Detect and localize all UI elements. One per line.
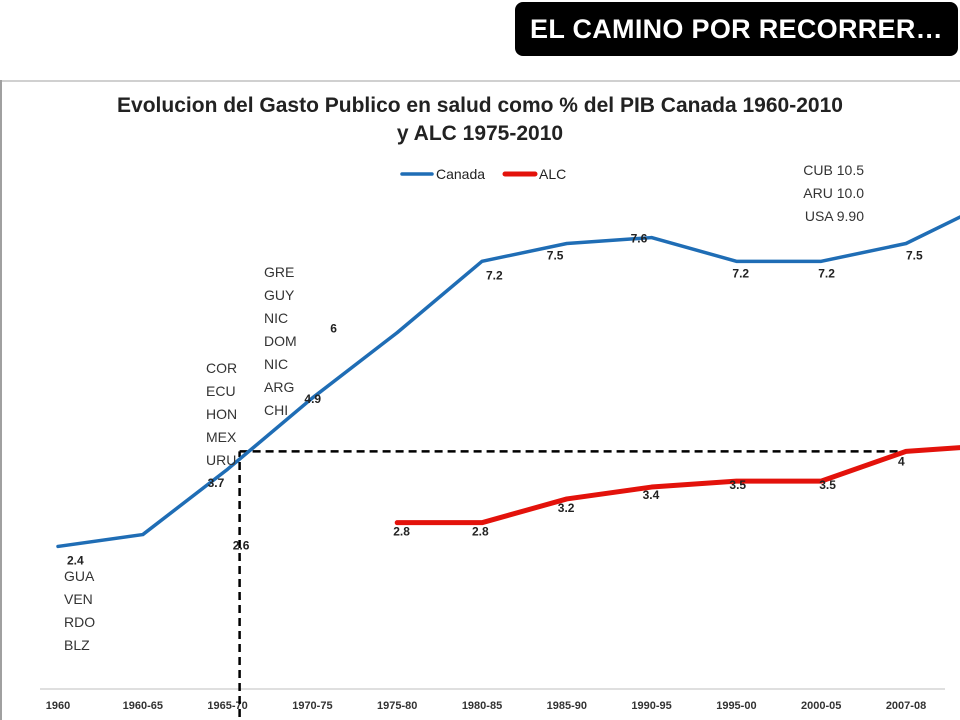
annotation-line: CHI <box>264 402 289 418</box>
annotation-line: NIC <box>264 356 289 372</box>
x-tick-label: 2007-08 <box>886 700 926 712</box>
legend-label-alc: ALC <box>539 166 566 182</box>
annotation-line: CUB 10.5 <box>803 162 864 178</box>
data-label: 7.5 <box>547 249 564 263</box>
data-label: 2.4 <box>67 553 84 567</box>
x-tick-label: 1960-65 <box>123 700 163 712</box>
data-label: 3.4 <box>643 488 660 502</box>
frame-top-border <box>0 80 960 82</box>
annotation-line: URU <box>206 452 237 468</box>
annotation-line: ARG <box>264 379 295 395</box>
annotation-line: BLZ <box>64 637 90 653</box>
x-tick-label: 1985-90 <box>547 700 587 712</box>
x-tick-label: 2000-05 <box>801 700 841 712</box>
frame-left-border <box>0 80 2 720</box>
chart-title: Evolucion del Gasto Publico en salud com… <box>60 92 900 148</box>
chart-title-line1: Evolucion del Gasto Publico en salud com… <box>117 94 843 117</box>
data-label: 7.2 <box>486 268 503 282</box>
banner: EL CAMINO POR RECORRER… <box>515 2 958 56</box>
annotation-line: USA 9.90 <box>804 208 864 224</box>
annotation-line: ARU 10.0 <box>803 185 864 201</box>
x-tick-label: 1980-85 <box>462 700 502 712</box>
data-label: 4.9 <box>304 392 321 406</box>
annotation-line: GUA <box>64 568 95 584</box>
annotation-line: NIC <box>264 310 289 326</box>
x-tick-label: 1995-00 <box>716 700 756 712</box>
chart-title-line2: y ALC 1975-2010 <box>396 122 564 145</box>
annotation-line: DOM <box>264 333 297 349</box>
annotation-group-a: GRE GUY NIC DOM NIC ARG CHI <box>264 261 297 422</box>
data-label: 3.5 <box>819 478 836 492</box>
annotation-group-c: GUA VEN RDO BLZ <box>64 565 95 657</box>
annotation-line: COR <box>206 360 238 376</box>
annotation-group-b: COR ECU HON MEX URU <box>206 357 237 472</box>
x-tick-label: 1990-95 <box>631 700 671 712</box>
data-label: 2.6 <box>233 539 250 553</box>
legend-label-canada: Canada <box>436 166 485 182</box>
data-label: 6 <box>330 322 337 336</box>
data-label: 3.2 <box>558 501 575 515</box>
annotation-line: HON <box>206 406 238 422</box>
data-label: 7.2 <box>818 266 835 280</box>
data-label: 3.5 <box>729 478 746 492</box>
data-label: 2.8 <box>472 525 489 539</box>
annotation-line: RDO <box>64 614 96 630</box>
annotation-line: GRE <box>264 264 295 280</box>
data-label: 7.5 <box>906 249 923 263</box>
data-label: 4 <box>898 454 905 468</box>
annotation-line: ECU <box>206 383 236 399</box>
x-tick-label: 1970-75 <box>292 700 332 712</box>
data-label: 7.6 <box>631 232 648 246</box>
annotation-line: GUY <box>264 287 295 303</box>
series-line-canada <box>56 215 960 549</box>
x-tick-label: 1960 <box>46 700 70 712</box>
annotation-line: VEN <box>64 591 93 607</box>
data-label: 3.7 <box>208 476 225 490</box>
data-label: 2.8 <box>393 525 410 539</box>
annotation-line: MEX <box>206 429 237 445</box>
annotation-top-right: CUB 10.5 ARU 10.0 USA 9.90 <box>770 159 864 228</box>
x-tick-label: 1975-80 <box>377 700 417 712</box>
series-line-alc <box>394 445 960 526</box>
data-label: 7.2 <box>732 266 749 280</box>
x-tick-label: 1965-70 <box>207 700 247 712</box>
banner-text: EL CAMINO POR RECORRER… <box>530 13 943 44</box>
